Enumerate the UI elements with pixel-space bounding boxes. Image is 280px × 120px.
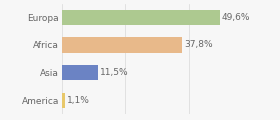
Bar <box>62 10 220 25</box>
Text: 11,5%: 11,5% <box>100 68 129 77</box>
Text: 37,8%: 37,8% <box>184 41 213 49</box>
Text: 1,1%: 1,1% <box>67 96 90 105</box>
Bar <box>62 93 65 108</box>
Text: 49,6%: 49,6% <box>221 13 250 22</box>
Bar <box>62 65 98 80</box>
Bar <box>62 37 182 53</box>
